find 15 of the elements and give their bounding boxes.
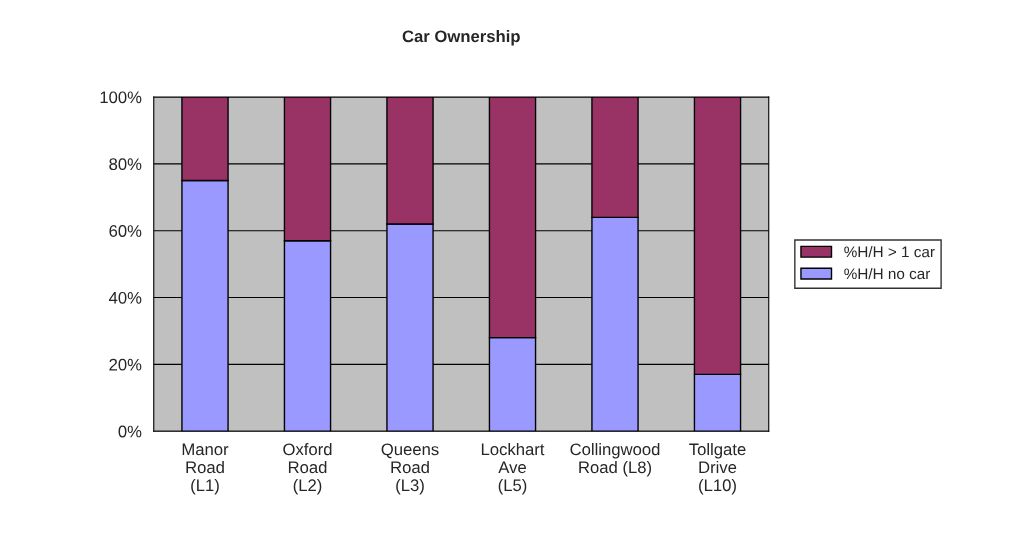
legend-label: %H/H > 1 car [844,246,935,258]
x-tick-label: Queens Road (L3) [381,443,439,495]
y-tick-label: 60% [109,225,142,237]
y-tick-label: 100% [100,91,142,104]
y-tick-label: 20% [109,358,142,371]
x-tick-label: Manor Road (L1) [182,443,229,495]
y-tick-label: 80% [109,158,142,171]
legend-label: %H/H no car [844,267,931,280]
y-tick-label: 40% [108,291,142,304]
y-tick-label: 0% [118,425,142,438]
x-tick-label: Tollgate Drive (L10) [689,443,746,495]
x-tick-label: Lockhart Ave (L5) [481,443,545,495]
chart-title: Car Ownership [402,29,520,46]
x-tick-label: Collingwood Road (L8) [570,443,660,477]
x-tick-label: Oxford Road (L2) [283,443,332,495]
